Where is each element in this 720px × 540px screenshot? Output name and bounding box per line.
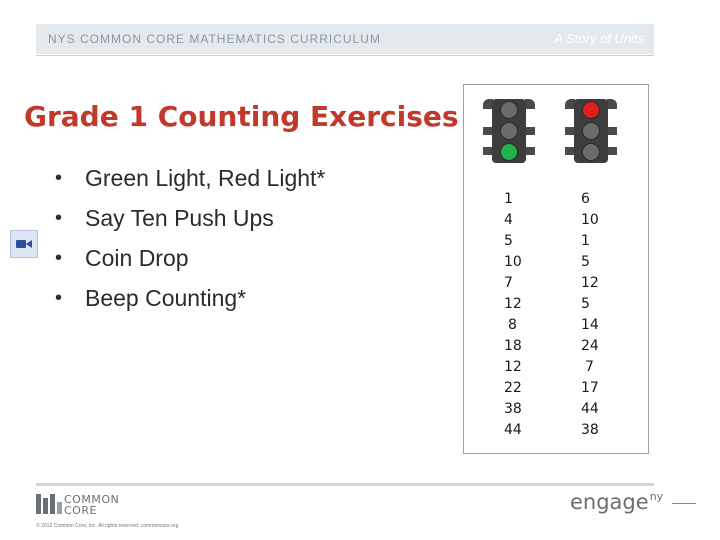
list-item-label: Coin Drop: [85, 244, 189, 271]
number-cell: 44: [504, 422, 522, 438]
curriculum-label: NYS COMMON CORE MATHEMATICS CURRICULUM: [48, 32, 381, 46]
number-cell: 5: [581, 296, 590, 312]
bulb-top: [582, 100, 600, 119]
copyright-notice: © 2012 Common Core, Inc. All rights rese…: [36, 523, 179, 529]
number-cell: 17: [581, 380, 599, 396]
tagline: A Story of Units: [554, 31, 644, 46]
number-cell: 5: [504, 233, 513, 249]
bullet-icon: •: [55, 206, 63, 229]
traffic-light-green-icon: [483, 99, 535, 163]
bulb-middle: [582, 121, 600, 140]
number-cell: 7: [504, 275, 513, 291]
list-item: • Beep Counting*: [55, 278, 325, 318]
engageny-logo: engageny: [570, 490, 664, 514]
camera-body: [16, 240, 26, 248]
number-cell: 6: [581, 191, 590, 207]
number-cell: 44: [581, 401, 599, 417]
list-item-label: Say Ten Push Ups: [85, 204, 274, 231]
bulb-bottom: [500, 143, 518, 162]
bulb-bottom: [582, 143, 600, 162]
number-column-left: 1 4 5 10 7 12 8 18 12 22 38 44: [504, 189, 544, 441]
header-divider: [36, 55, 654, 56]
list-item-label: Green Light, Red Light*: [85, 164, 326, 191]
bullet-icon: •: [55, 286, 63, 309]
bullet-icon: •: [55, 166, 63, 189]
traffic-light-red-icon: [565, 99, 617, 163]
number-cell: 1: [504, 191, 513, 207]
number-cell: 1: [581, 233, 590, 249]
number-cell: 18: [504, 338, 522, 354]
number-cell: 12: [504, 359, 522, 375]
list-item: • Coin Drop: [55, 238, 325, 278]
number-column-right: 6 10 1 5 12 5 14 24 7 17 44 38: [581, 189, 621, 441]
bullet-icon: •: [55, 246, 63, 269]
page-title: Grade 1 Counting Exercises: [24, 100, 459, 133]
camera-lens: [26, 240, 32, 248]
number-cell: 24: [581, 338, 599, 354]
number-cell: 4: [504, 212, 513, 228]
list-item-label: Beep Counting*: [85, 284, 247, 311]
bulb-top: [500, 100, 518, 119]
number-cell: 8: [508, 317, 517, 333]
number-cell: 10: [581, 212, 599, 228]
number-cell: 5: [581, 254, 590, 270]
video-camera-icon[interactable]: [10, 230, 38, 258]
number-cell: 12: [504, 296, 522, 312]
number-cell: 7: [585, 359, 594, 375]
number-cell: 10: [504, 254, 522, 270]
footer-accent-line: [672, 503, 696, 504]
bulb-middle: [500, 121, 518, 140]
list-item: • Green Light, Red Light*: [55, 158, 325, 198]
number-cell: 22: [504, 380, 522, 396]
header-bar: NYS COMMON CORE MATHEMATICS CURRICULUM A…: [36, 24, 654, 54]
number-cell: 38: [504, 401, 522, 417]
common-core-wordmark: COMMON CORE: [64, 493, 120, 517]
number-cell: 38: [581, 422, 599, 438]
number-cell: 12: [581, 275, 599, 291]
number-cell: 14: [581, 317, 599, 333]
footer-divider: [36, 483, 654, 486]
traffic-light-panel: 1 4 5 10 7 12 8 18 12 22 38 44 6 10 1 5 …: [463, 84, 649, 454]
list-item: • Say Ten Push Ups: [55, 198, 325, 238]
exercise-list: • Green Light, Red Light* • Say Ten Push U…: [55, 158, 325, 318]
